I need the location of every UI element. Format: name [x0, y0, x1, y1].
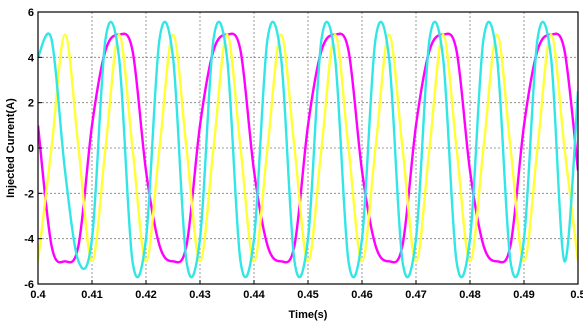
- series-layer: [38, 20, 578, 279]
- y-tick-label: 6: [28, 7, 34, 19]
- x-tick-label: 0.46: [351, 289, 372, 301]
- y-tick-labels: -6 -4 -2 0 2 4 6: [24, 7, 42, 291]
- x-axis-title: Time(s): [289, 309, 328, 321]
- series-line-1: [38, 32, 578, 264]
- y-axis-title: Injected Current(A): [5, 98, 17, 198]
- x-tick-label: 0.4: [30, 289, 46, 301]
- x-tick-label: 0.41: [81, 289, 102, 301]
- x-tick-label: 0.42: [135, 289, 156, 301]
- x-tick-label: 0.5: [570, 289, 583, 301]
- y-tick-label: -6: [24, 279, 34, 291]
- x-tick-labels: 0.4 0.41 0.42 0.43 0.44 0.45 0.46 0.47 0.48 0.49 0…: [30, 280, 583, 301]
- y-tick-label: 0: [28, 143, 34, 155]
- series-line-3: [38, 20, 578, 279]
- y-tick-label: 4: [28, 52, 35, 64]
- x-tick-label: 0.43: [189, 289, 210, 301]
- y-tick-label: -2: [24, 188, 34, 200]
- y-tick-label: 2: [28, 98, 34, 110]
- series-line-2: [38, 33, 578, 263]
- x-tick-label: 0.47: [405, 289, 426, 301]
- x-tick-label: 0.48: [459, 289, 480, 301]
- x-tick-label: 0.44: [243, 289, 265, 301]
- x-tick-label: 0.49: [513, 289, 534, 301]
- x-tick-label: 0.45: [297, 289, 318, 301]
- y-tick-label: -4: [24, 234, 35, 246]
